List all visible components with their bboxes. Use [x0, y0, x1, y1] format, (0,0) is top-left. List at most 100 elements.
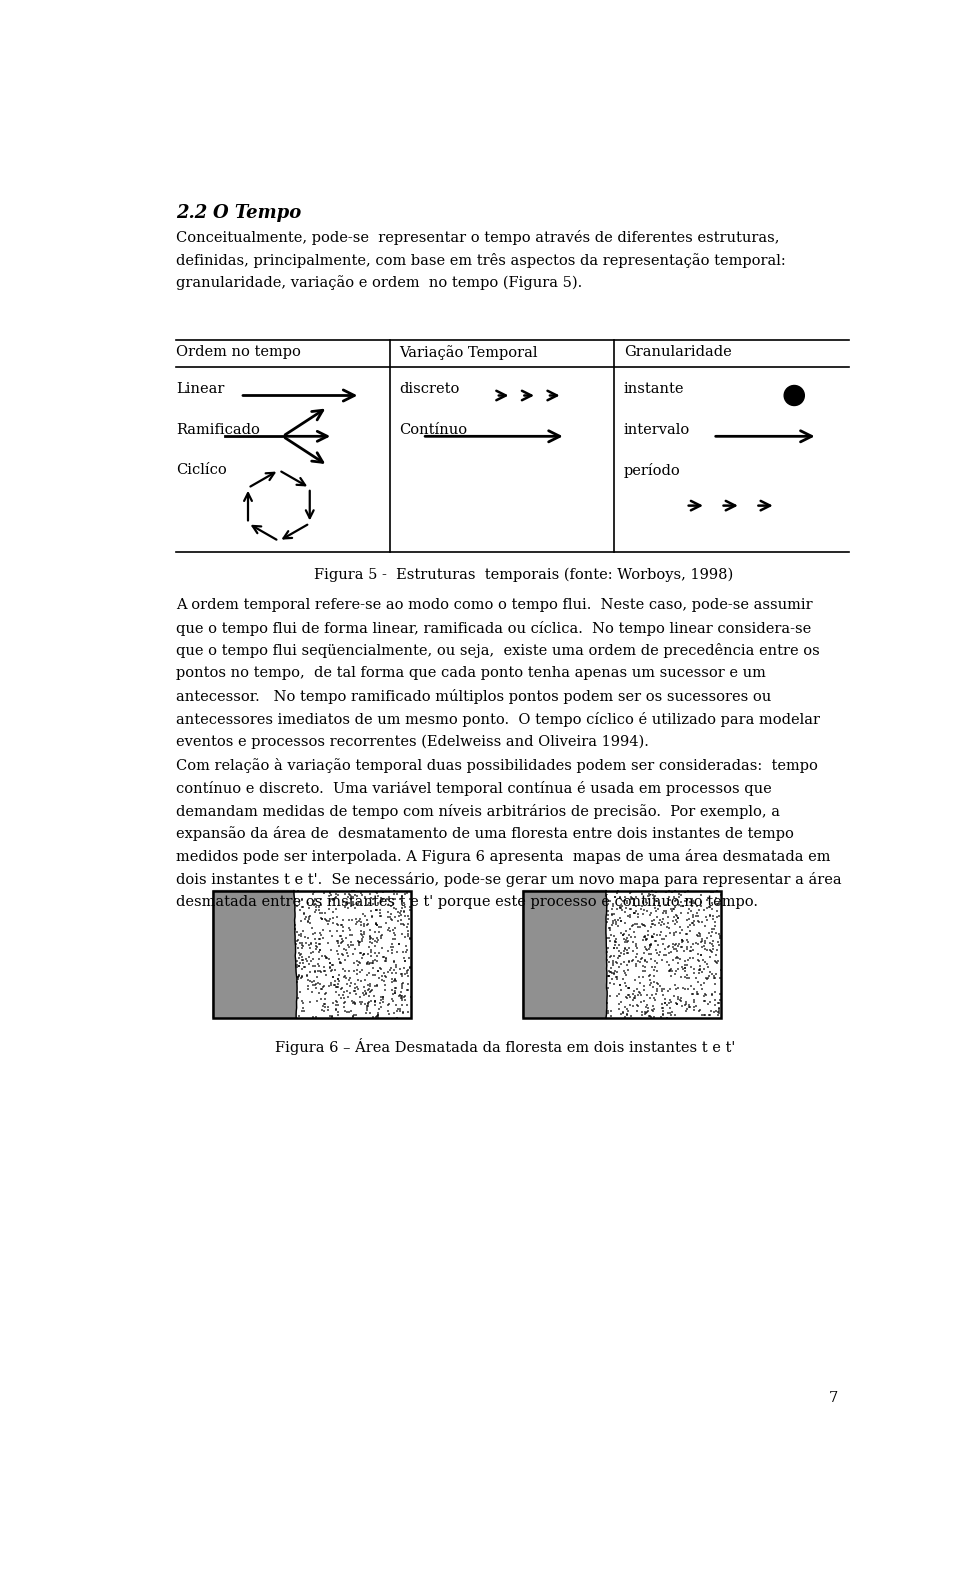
- Point: [304, 979, 320, 1004]
- Point: [371, 958, 386, 984]
- Point: [606, 961, 621, 987]
- Point: [295, 947, 310, 972]
- Point: [705, 931, 720, 957]
- Point: [703, 895, 718, 920]
- Point: [359, 993, 374, 1019]
- Point: [341, 915, 356, 941]
- Point: [372, 984, 388, 1009]
- Point: [367, 974, 382, 999]
- Point: [634, 945, 649, 971]
- Point: [692, 957, 708, 982]
- Point: [373, 885, 389, 910]
- Point: [329, 939, 345, 965]
- Point: [631, 993, 646, 1019]
- Point: [639, 992, 655, 1017]
- Point: [700, 966, 715, 992]
- Point: [600, 990, 615, 1015]
- Point: [708, 949, 724, 974]
- Point: [631, 965, 646, 990]
- Point: [624, 925, 639, 950]
- Point: [395, 988, 410, 1014]
- Point: [396, 987, 412, 1012]
- Point: [310, 988, 325, 1014]
- Point: [354, 945, 370, 971]
- Point: [640, 918, 656, 944]
- Point: [402, 926, 418, 952]
- Point: [356, 922, 372, 947]
- Point: [651, 910, 666, 936]
- Point: [619, 974, 635, 999]
- Point: [626, 890, 641, 915]
- Point: [659, 901, 674, 926]
- Point: [612, 972, 628, 998]
- Point: [637, 923, 653, 949]
- Point: [650, 896, 665, 922]
- Point: [363, 925, 378, 950]
- Point: [346, 933, 361, 958]
- Point: [644, 982, 660, 1007]
- Point: [693, 942, 708, 968]
- Point: [627, 899, 642, 925]
- Point: [367, 988, 382, 1014]
- Point: [669, 903, 684, 928]
- Point: [696, 1003, 711, 1028]
- Point: [370, 999, 385, 1025]
- Point: [316, 925, 331, 950]
- Point: [374, 968, 390, 993]
- Text: antecessores imediatos de um mesmo ponto.  O tempo cíclico é utilizado para mode: antecessores imediatos de um mesmo ponto…: [176, 712, 820, 726]
- Point: [702, 1003, 717, 1028]
- Point: [370, 912, 385, 938]
- Point: [370, 912, 385, 938]
- Point: [617, 883, 633, 909]
- Point: [387, 977, 402, 1003]
- Point: [363, 882, 378, 907]
- Point: [639, 926, 655, 952]
- Point: [365, 949, 380, 974]
- Point: [609, 910, 624, 936]
- Point: [681, 976, 696, 1001]
- Point: [660, 950, 675, 976]
- Point: [647, 958, 662, 984]
- Point: [682, 965, 697, 990]
- Point: [377, 977, 393, 1003]
- Point: [686, 909, 702, 934]
- Point: [620, 998, 636, 1023]
- Point: [635, 890, 650, 915]
- Point: [369, 912, 384, 938]
- Point: [614, 966, 630, 992]
- Point: [318, 944, 333, 969]
- Point: [699, 938, 714, 963]
- Point: [611, 879, 626, 904]
- Point: [361, 992, 376, 1017]
- Point: [365, 955, 380, 980]
- Point: [661, 952, 677, 977]
- Point: [690, 942, 706, 968]
- Point: [396, 945, 412, 971]
- Point: [708, 949, 723, 974]
- Point: [656, 898, 671, 923]
- Point: [603, 984, 618, 1009]
- Point: [677, 879, 692, 904]
- Point: [328, 993, 344, 1019]
- Point: [395, 976, 410, 1001]
- Point: [324, 952, 340, 977]
- Point: [381, 887, 396, 912]
- Point: [626, 888, 641, 914]
- Point: [400, 971, 416, 996]
- Point: [691, 998, 707, 1023]
- Point: [679, 952, 694, 977]
- Point: [402, 955, 418, 980]
- Point: [378, 965, 394, 990]
- Point: [328, 996, 344, 1022]
- Point: [347, 950, 362, 976]
- Point: [330, 1003, 346, 1028]
- Point: [333, 977, 348, 1003]
- Point: [380, 904, 396, 930]
- Text: Granularidade: Granularidade: [624, 345, 732, 359]
- Point: [393, 980, 408, 1006]
- Point: [697, 982, 712, 1007]
- Point: [615, 1001, 631, 1026]
- Point: [395, 984, 410, 1009]
- Point: [296, 901, 311, 926]
- Point: [325, 887, 341, 912]
